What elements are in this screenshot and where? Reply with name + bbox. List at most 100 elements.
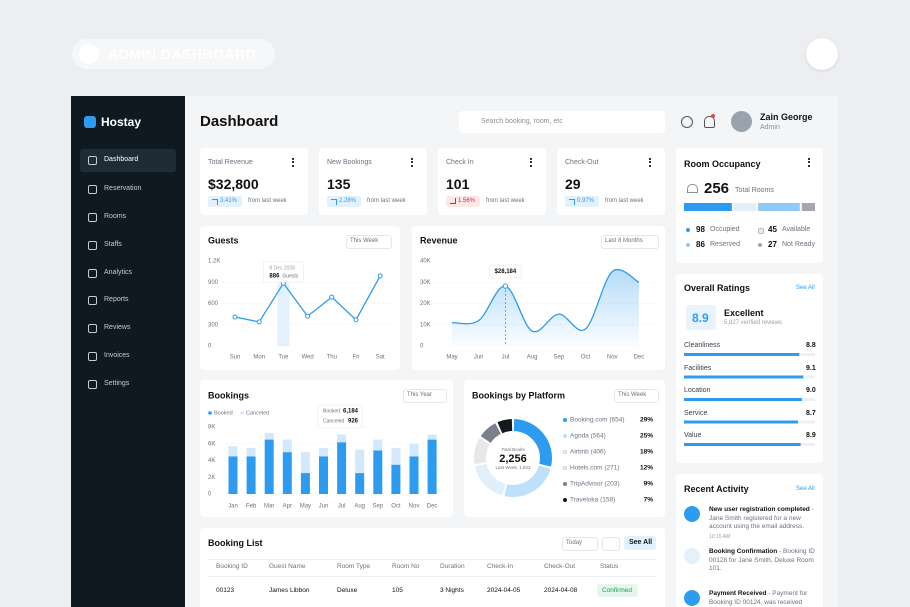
legend-label: Hotels.com (271)	[570, 465, 620, 472]
legend-value: 12%	[640, 465, 653, 472]
menu-item[interactable]: Settings	[104, 380, 130, 387]
bar-segment	[319, 456, 328, 494]
dropdown[interactable]	[403, 389, 447, 403]
cell: 2024-04-05	[487, 587, 521, 594]
stat-badge	[446, 196, 480, 207]
menu-item[interactable]: Analytics	[104, 269, 133, 276]
revenue-point	[502, 283, 509, 289]
guests-point	[353, 317, 359, 323]
dropdown[interactable]	[346, 235, 392, 249]
occupancy-label: Not Ready	[782, 241, 816, 248]
user-role: Admin	[760, 124, 780, 131]
rating-label: Location	[684, 387, 711, 394]
avatar[interactable]	[731, 111, 752, 132]
occupancy-value: 86	[696, 240, 705, 249]
bar-segment	[391, 447, 401, 465]
activity-time: 10:15 AM	[709, 533, 731, 540]
menu-item[interactable]: Reviews	[104, 324, 131, 331]
dropdown[interactable]	[562, 537, 598, 551]
tooltip-value: 926	[348, 419, 359, 425]
see-all-button[interactable]	[624, 536, 656, 550]
menu-item[interactable]: Rooms	[104, 213, 127, 220]
menu-item[interactable]: Dashboard	[104, 156, 139, 163]
activity-title: Payment Received	[709, 590, 767, 597]
rating-label: Facilities	[684, 364, 712, 372]
x-tick-label: May	[446, 355, 457, 361]
activity-icon	[684, 506, 700, 522]
legend-dot	[562, 449, 568, 455]
activity-detail: - Booking ID 00128 for Jane Smith, Delux…	[709, 548, 815, 572]
tooltip	[489, 264, 522, 279]
x-tick-label: Jul	[338, 504, 346, 510]
legend-label: Canceled	[246, 410, 269, 416]
column-header: Guest Name	[269, 563, 306, 570]
donut-center-value: 2,256	[499, 453, 527, 465]
see-all[interactable]: See All	[629, 539, 653, 546]
guests-point	[377, 273, 383, 279]
bar-segment	[282, 452, 292, 494]
occupancy-label: Available	[782, 226, 811, 233]
card-title: Room Occupancy	[684, 159, 761, 169]
menu-item[interactable]: Reports	[104, 296, 129, 303]
chat-icon[interactable]	[681, 116, 693, 128]
y-tick-label: 0	[208, 492, 212, 498]
legend-dot	[563, 418, 567, 422]
menu-item[interactable]: Reservation	[104, 185, 142, 192]
rating-bar	[684, 443, 801, 446]
search-box[interactable]	[459, 111, 665, 133]
status-badge	[597, 584, 638, 597]
rating-bar	[684, 375, 804, 379]
legend-label: Airbnb (406)	[570, 449, 606, 456]
guests-point	[305, 313, 311, 319]
card-title: Bookings	[208, 390, 249, 400]
occupancy-label: Reserved	[710, 241, 740, 248]
see-all[interactable]: See All	[796, 486, 815, 492]
rating-value: 8.8	[806, 342, 816, 349]
dropdown[interactable]	[601, 235, 659, 249]
activity-detail: - Jane Smith registered for a new accoun…	[709, 506, 814, 530]
bar-segment	[246, 456, 256, 494]
bar-segment	[337, 442, 347, 494]
legend-value: 25%	[640, 433, 653, 440]
dropdown[interactable]	[614, 389, 659, 403]
bar-segment	[409, 443, 419, 457]
rating-value: 9.0	[806, 387, 816, 394]
x-tick-label: Fri	[353, 355, 360, 361]
menu-icon	[88, 296, 97, 305]
bar-segment	[337, 434, 347, 443]
card-title: Bookings by Platform	[472, 390, 565, 400]
cell: Confirmed	[602, 587, 632, 594]
column-header: Check-Out	[544, 563, 576, 570]
filter-button[interactable]	[602, 537, 620, 551]
menu-icon	[88, 156, 97, 165]
occupancy-value: 27	[768, 240, 777, 249]
legend-dot	[758, 228, 764, 234]
stat-label: New Bookings	[327, 159, 372, 166]
column-header: Check-In	[487, 563, 514, 570]
see-all[interactable]: See All	[796, 285, 815, 291]
bell-icon[interactable]	[704, 116, 715, 128]
tooltip	[317, 404, 363, 429]
y-tick-label: 0	[420, 344, 424, 350]
legend-value: 9%	[644, 481, 654, 488]
menu-item[interactable]: Invoices	[104, 352, 130, 359]
guests-point	[329, 294, 335, 300]
rating-bar	[684, 420, 798, 424]
rating-bar	[684, 353, 800, 356]
figma-icon[interactable]	[806, 38, 838, 70]
rating-label: Value	[684, 432, 702, 439]
occupancy-label: Occupied	[710, 226, 740, 233]
x-tick-label: Sun	[230, 355, 241, 361]
column-header: Status	[600, 563, 619, 570]
donut-segment	[504, 465, 551, 498]
bar-segment	[319, 447, 328, 457]
x-tick-label: Nov	[409, 504, 420, 510]
menu-item[interactable]: Staffs	[104, 241, 122, 248]
x-tick-label: Jan	[228, 504, 238, 510]
donut-segment	[497, 419, 513, 434]
x-tick-label: Apr	[283, 504, 292, 510]
x-tick-label: Mon	[253, 355, 265, 361]
rating-value: 9.1	[806, 364, 816, 372]
menu-icon	[88, 380, 97, 389]
